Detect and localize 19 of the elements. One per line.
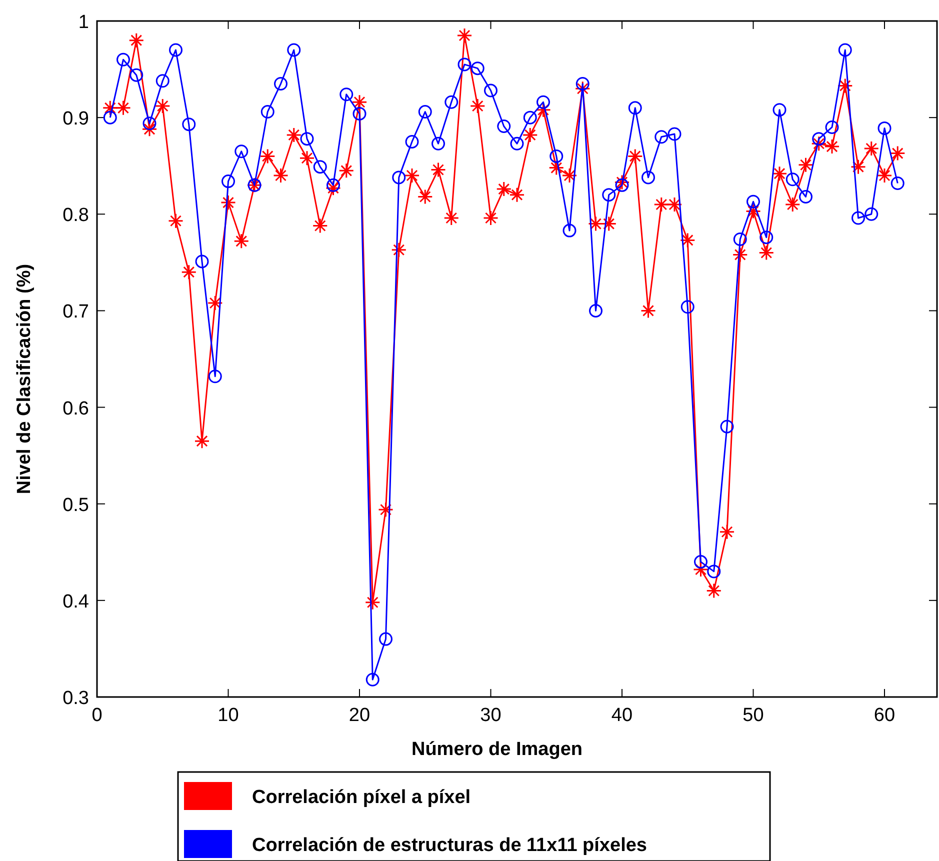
x-axis-title: Número de Imagen <box>411 739 583 760</box>
x-tick-label: 40 <box>611 705 633 726</box>
x-tick-label: 60 <box>874 705 896 726</box>
y-tick-label: 0.6 <box>62 398 89 420</box>
y-tick-label: 0.8 <box>62 205 89 226</box>
x-tick-label: 30 <box>480 705 502 726</box>
y-tick-label: 0.3 <box>62 688 89 709</box>
y-tick-label: 0.5 <box>62 494 89 516</box>
y-axis-title: Nivel de Clasificación (%) <box>14 264 35 494</box>
x-tick-label: 0 <box>92 705 102 726</box>
y-tick-label: 0.9 <box>62 108 89 130</box>
x-tick-label: 20 <box>348 705 370 726</box>
y-tick-label: 0.7 <box>62 302 89 323</box>
legend-label: Correlación de estructuras de 11x11 píxeles <box>252 835 647 856</box>
y-tick-label: 1 <box>78 12 89 33</box>
y-tick-label: 0.4 <box>62 591 90 612</box>
legend-label: Correlación píxel a píxel <box>252 787 471 808</box>
x-tick-label: 10 <box>218 705 239 726</box>
x-tick-label: 50 <box>742 705 764 726</box>
